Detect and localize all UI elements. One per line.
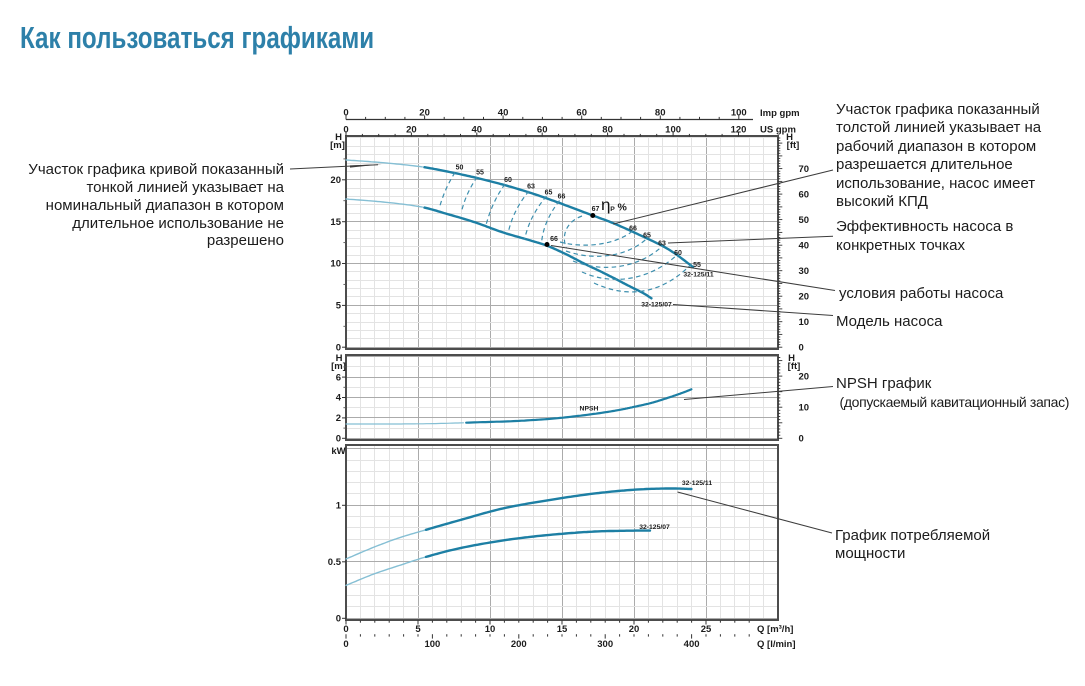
- svg-text:32-125/11: 32-125/11: [682, 480, 712, 487]
- svg-text:32-125/11: 32-125/11: [683, 271, 713, 278]
- svg-text:80: 80: [602, 124, 613, 135]
- svg-text:H: H: [335, 132, 342, 143]
- svg-text:400: 400: [684, 639, 700, 650]
- svg-text:%: %: [618, 202, 628, 214]
- svg-text:H: H: [786, 132, 793, 143]
- svg-text:66: 66: [629, 226, 637, 233]
- svg-text:20: 20: [419, 108, 430, 119]
- svg-text:10: 10: [799, 402, 810, 413]
- svg-text:10: 10: [799, 317, 810, 328]
- svg-text:0: 0: [336, 342, 341, 353]
- svg-text:200: 200: [511, 639, 527, 650]
- svg-text:60: 60: [674, 250, 682, 257]
- svg-text:10: 10: [330, 259, 341, 270]
- svg-text:[m]: [m]: [331, 361, 346, 372]
- svg-text:Imp gpm: Imp gpm: [760, 108, 800, 119]
- svg-text:30: 30: [799, 266, 810, 277]
- svg-text:20: 20: [799, 371, 810, 382]
- svg-text:0: 0: [799, 342, 804, 353]
- svg-text:67: 67: [592, 206, 600, 213]
- svg-text:20: 20: [330, 175, 341, 186]
- svg-text:60: 60: [537, 124, 548, 135]
- svg-text:kW: kW: [331, 446, 345, 457]
- svg-text:H: H: [788, 353, 795, 364]
- svg-text:[ft]: [ft]: [788, 361, 801, 372]
- svg-text:0: 0: [343, 108, 348, 119]
- svg-text:20: 20: [406, 124, 417, 135]
- svg-text:H: H: [336, 353, 343, 364]
- svg-text:65: 65: [545, 190, 553, 197]
- svg-text:32-125/07: 32-125/07: [639, 524, 670, 531]
- svg-text:32-125/07: 32-125/07: [641, 301, 672, 308]
- svg-text:0: 0: [343, 639, 348, 650]
- svg-text:20: 20: [629, 624, 640, 635]
- svg-text:60: 60: [799, 189, 810, 200]
- svg-text:[ft]: [ft]: [787, 140, 800, 151]
- svg-text:15: 15: [330, 217, 341, 228]
- svg-text:66: 66: [550, 236, 558, 243]
- svg-text:65: 65: [643, 232, 651, 239]
- svg-text:50: 50: [456, 165, 464, 172]
- svg-text:100: 100: [665, 124, 681, 135]
- svg-text:100: 100: [424, 639, 440, 650]
- svg-text:0: 0: [343, 124, 348, 135]
- svg-text:5: 5: [415, 624, 421, 635]
- svg-text:P: P: [610, 206, 615, 213]
- svg-text:6: 6: [336, 372, 341, 383]
- svg-text:25: 25: [701, 624, 712, 635]
- svg-text:60: 60: [576, 108, 587, 119]
- svg-text:50: 50: [799, 215, 810, 226]
- svg-text:0: 0: [336, 434, 341, 445]
- svg-text:0.5: 0.5: [328, 557, 342, 568]
- svg-text:0: 0: [343, 624, 348, 635]
- svg-text:0: 0: [336, 614, 341, 625]
- svg-text:Q [l/min]: Q [l/min]: [757, 639, 796, 650]
- svg-text:20: 20: [799, 291, 810, 302]
- svg-text:100: 100: [731, 108, 747, 119]
- svg-text:60: 60: [504, 177, 512, 184]
- svg-text:63: 63: [658, 240, 666, 247]
- svg-text:US gpm: US gpm: [760, 124, 796, 135]
- svg-text:NPSH: NPSH: [580, 405, 599, 412]
- svg-text:5: 5: [336, 301, 342, 312]
- svg-text:0: 0: [799, 434, 804, 445]
- svg-text:40: 40: [498, 108, 509, 119]
- svg-text:4: 4: [336, 393, 342, 404]
- svg-text:55: 55: [476, 170, 484, 177]
- svg-text:80: 80: [655, 108, 666, 119]
- svg-text:10: 10: [485, 624, 496, 635]
- svg-text:η: η: [601, 197, 611, 214]
- svg-text:63: 63: [527, 184, 535, 191]
- svg-text:[m]: [m]: [330, 140, 345, 151]
- svg-text:40: 40: [472, 124, 483, 135]
- svg-text:55: 55: [693, 262, 701, 269]
- svg-text:300: 300: [597, 639, 613, 650]
- svg-text:1: 1: [336, 501, 342, 512]
- svg-text:66: 66: [558, 194, 566, 201]
- svg-text:120: 120: [731, 124, 747, 135]
- svg-text:Q [m³/h]: Q [m³/h]: [757, 624, 793, 635]
- svg-text:15: 15: [557, 624, 568, 635]
- svg-text:70: 70: [799, 164, 810, 175]
- svg-text:2: 2: [336, 413, 341, 424]
- svg-text:40: 40: [799, 240, 810, 251]
